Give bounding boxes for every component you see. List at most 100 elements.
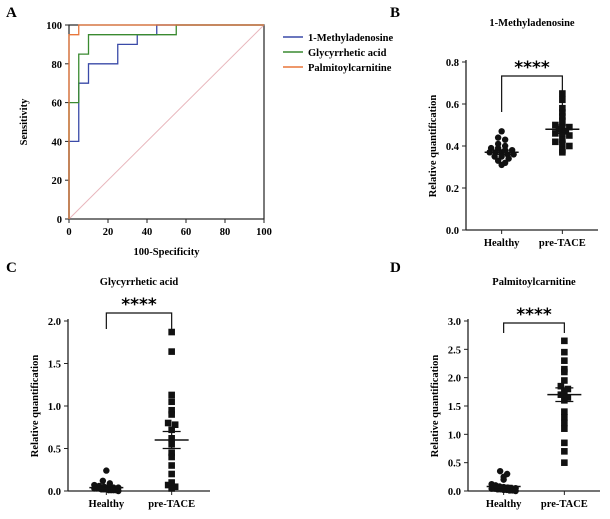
data-point-pre-tace bbox=[561, 377, 568, 384]
data-point-pre-tace bbox=[561, 357, 568, 364]
data-point-pre-tace bbox=[168, 485, 175, 492]
data-point-pre-tace bbox=[168, 406, 175, 414]
data-point-pre-tace bbox=[561, 408, 568, 415]
y-axis-label: Relative quantification bbox=[428, 95, 439, 198]
data-point-pre-tace bbox=[559, 117, 566, 125]
x-tick-label: 100 bbox=[256, 227, 272, 238]
chart-title: 1-Methyladenosine bbox=[489, 18, 575, 29]
y-tick-label: 0.0 bbox=[448, 487, 461, 498]
y-axis-label: Relative quantification bbox=[30, 355, 41, 458]
x-tick-label: 40 bbox=[142, 227, 153, 238]
data-point-pre-tace bbox=[168, 470, 175, 478]
data-point-healthy bbox=[505, 155, 512, 162]
y-tick-label: 2.0 bbox=[448, 374, 461, 385]
y-tick-label: 40 bbox=[52, 137, 63, 148]
data-point-healthy bbox=[498, 128, 505, 135]
chart-title: Palmitoylcarnitine bbox=[492, 277, 576, 288]
x-axis-label: 100-Specificity bbox=[134, 247, 201, 258]
data-point-pre-tace bbox=[171, 483, 179, 491]
y-tick-label: 0.4 bbox=[446, 142, 460, 153]
data-point-pre-tace bbox=[559, 113, 566, 120]
data-point-pre-tace bbox=[168, 411, 175, 418]
y-tick-label: 1.0 bbox=[448, 430, 461, 441]
significance-bracket bbox=[105, 312, 173, 329]
data-point-pre-tace bbox=[164, 481, 172, 489]
data-point-pre-tace bbox=[561, 439, 568, 447]
significance-stars: **** bbox=[121, 295, 157, 315]
data-point-pre-tace bbox=[562, 128, 570, 135]
panel-label-c: C bbox=[6, 260, 17, 276]
data-point-pre-tace bbox=[171, 421, 179, 428]
y-axis-label: Relative quantification bbox=[430, 355, 441, 458]
data-point-pre-tace bbox=[561, 414, 568, 421]
data-point-pre-tace bbox=[557, 382, 565, 390]
data-point-pre-tace bbox=[561, 459, 568, 466]
reference-diagonal-line bbox=[68, 24, 265, 220]
data-point-pre-tace bbox=[559, 140, 566, 148]
category-label-healthy: Healthy bbox=[484, 238, 520, 249]
y-tick-label: 0.5 bbox=[448, 459, 461, 470]
data-point-pre-tace bbox=[561, 368, 568, 376]
y-tick-label: 0.0 bbox=[446, 226, 459, 237]
panel-label-d: D bbox=[390, 260, 401, 276]
y-tick-label: 2.5 bbox=[448, 345, 461, 356]
y-tick-label: 0 bbox=[57, 215, 62, 226]
data-point-pre-tace bbox=[168, 479, 175, 486]
data-point-pre-tace bbox=[168, 391, 175, 399]
data-point-pre-tace bbox=[561, 425, 568, 432]
x-tick-label: 80 bbox=[220, 227, 231, 238]
data-point-healthy bbox=[99, 477, 107, 484]
data-point-healthy bbox=[496, 467, 504, 475]
series-line-glycyrrhetic-acid bbox=[68, 24, 264, 219]
category-label-healthy: Healthy bbox=[486, 499, 522, 510]
data-point-pre-tace bbox=[564, 394, 572, 401]
significance-bracket bbox=[503, 322, 565, 333]
data-point-healthy bbox=[498, 161, 505, 169]
y-tick-label: 100 bbox=[46, 21, 62, 32]
x-tick-label: 20 bbox=[103, 227, 114, 238]
category-label-pre-tace: pre-TACE bbox=[541, 499, 588, 510]
data-point-healthy bbox=[115, 487, 122, 495]
data-point-pre-tace bbox=[552, 138, 559, 146]
legend-label-palmitoylcarnitine: Palmitoylcarnitine bbox=[308, 63, 392, 74]
scatter-chart-1-methyladenosine: 1-Methyladenosine 0.0 0.2 0.4 0.6 0.8 Healthy p… bbox=[428, 18, 598, 249]
chart-title: Glycyrrhetic acid bbox=[100, 277, 179, 288]
y-tick-label: 0.2 bbox=[446, 184, 459, 195]
data-point-pre-tace bbox=[168, 398, 175, 406]
data-point-pre-tace bbox=[564, 385, 572, 393]
significance-stars: **** bbox=[514, 58, 550, 78]
panel-label-a: A bbox=[6, 5, 17, 21]
data-point-pre-tace bbox=[168, 462, 175, 469]
scatter-chart-palmitoylcarnitine: Palmitoylcarnitine 0.0 0.5 1.0 1.5 2.0 2.5 3.0 H… bbox=[430, 277, 600, 510]
data-point-pre-tace bbox=[559, 136, 566, 143]
y-tick-label: 0.8 bbox=[446, 58, 459, 69]
y-tick-label: 20 bbox=[52, 176, 63, 187]
y-tick-label: 3.0 bbox=[448, 317, 461, 328]
data-point-pre-tace bbox=[566, 142, 573, 150]
data-point-pre-tace bbox=[561, 337, 568, 345]
data-point-pre-tace bbox=[168, 453, 175, 461]
y-tick-label: 0.5 bbox=[48, 445, 61, 456]
y-tick-label: 80 bbox=[52, 60, 63, 71]
data-point-healthy bbox=[494, 134, 502, 141]
significance-bracket bbox=[501, 75, 563, 112]
y-tick-label: 0.0 bbox=[48, 487, 61, 498]
data-point-healthy bbox=[500, 476, 507, 483]
data-point-pre-tace bbox=[168, 348, 175, 355]
y-tick-label: 0.6 bbox=[446, 100, 459, 111]
category-label-pre-tace: pre-TACE bbox=[539, 238, 586, 249]
data-point-pre-tace bbox=[164, 419, 172, 427]
data-point-pre-tace bbox=[559, 149, 566, 156]
y-tick-label: 1.5 bbox=[448, 402, 461, 413]
data-point-pre-tace bbox=[168, 426, 175, 434]
y-tick-label: 2.0 bbox=[48, 317, 61, 328]
y-axis-label: Sensitivity bbox=[19, 98, 30, 145]
data-point-pre-tace bbox=[566, 123, 573, 131]
y-tick-label: 60 bbox=[52, 99, 63, 110]
data-point-pre-tace bbox=[561, 348, 568, 356]
data-point-pre-tace bbox=[168, 449, 175, 457]
significance-stars: **** bbox=[516, 305, 552, 325]
data-point-healthy bbox=[501, 136, 509, 143]
legend-label-1-methyladenosine: 1-Methyladenosine bbox=[308, 33, 394, 44]
y-tick-label: 1.0 bbox=[48, 402, 61, 413]
